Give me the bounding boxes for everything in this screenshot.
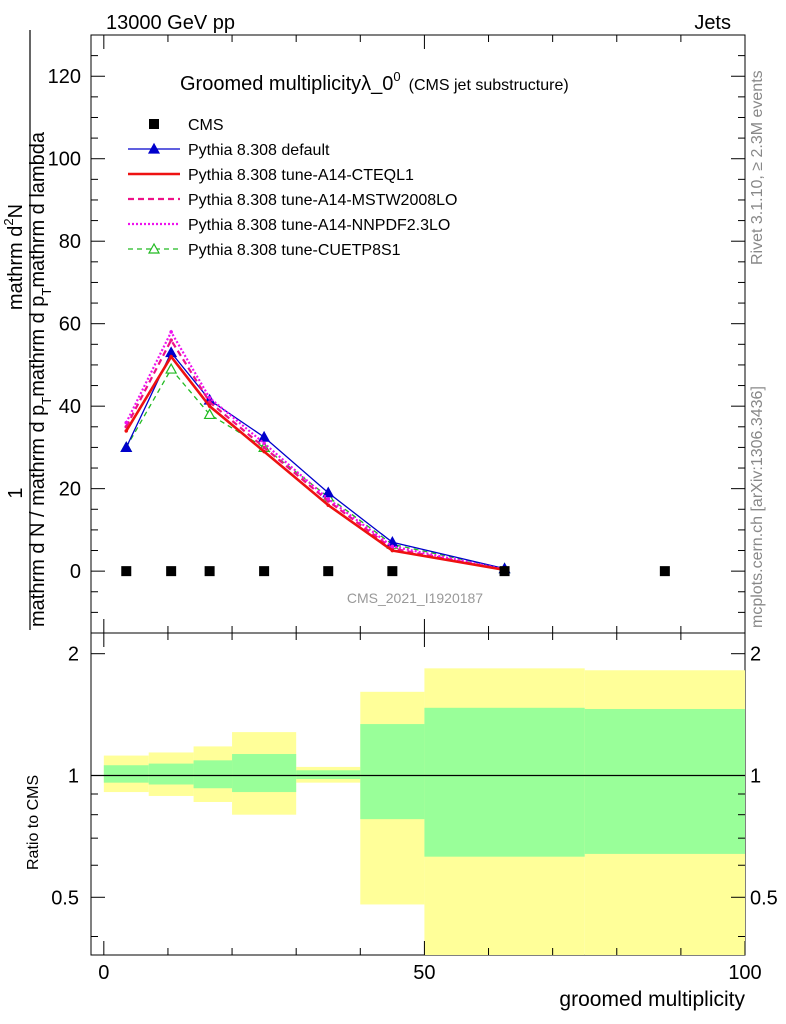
legend-label: Pythia 8.308 default <box>188 142 330 159</box>
header-energy-label: 13000 GeV pp <box>106 12 235 34</box>
series-line-0 <box>125 351 505 570</box>
series-marker-3 <box>169 330 173 334</box>
series-marker-0 <box>258 430 271 442</box>
plot-title: Groomed multiplicityλ_00(CMS jet substru… <box>180 69 569 95</box>
ratio-y-axis-label: Ratio to CMS <box>25 775 42 870</box>
ylabel-denominator: mathrm d N / mathrm d pTmathrm d pTmathr… <box>27 131 54 627</box>
legend-label: CMS <box>188 117 224 134</box>
x-tick-label: 50 <box>413 962 435 984</box>
x-tick-label: 100 <box>728 962 761 984</box>
cms-data-point <box>659 566 670 577</box>
ylabel-numerator-one: 1 <box>5 487 27 498</box>
series-line-4 <box>125 367 505 570</box>
legend-marker-1 <box>147 142 161 154</box>
series-marker-3 <box>207 396 212 400</box>
series-marker-1 <box>124 429 129 433</box>
series-marker-0 <box>120 441 133 453</box>
cms-data-point <box>121 566 132 577</box>
axis-ticks <box>91 34 746 955</box>
y-tick-label: 20 <box>59 479 81 501</box>
cms-data-points <box>121 566 670 577</box>
ratio-band-inner <box>296 770 361 780</box>
ratio-band-inner <box>360 724 425 820</box>
ratio-band-inner <box>148 763 194 785</box>
legend-marker-5 <box>147 242 161 254</box>
ratio-bands <box>91 668 745 955</box>
series-marker-3 <box>390 544 395 549</box>
header-process-label: Jets <box>694 12 731 34</box>
cms-data-point <box>499 566 510 577</box>
legend-label: Pythia 8.308 tune-A14-CTEQL1 <box>188 167 414 184</box>
cms-data-point <box>259 566 270 577</box>
x-axis-label: groomed multiplicity <box>559 988 745 1011</box>
series-line-2 <box>125 337 505 571</box>
y-tick-label: 0 <box>70 561 81 583</box>
analysis-watermark: CMS_2021_I1920187 <box>347 590 483 606</box>
ylabel-numerator-d2n: mathrm d2N <box>1 204 27 310</box>
series-marker-2 <box>169 338 173 342</box>
series-marker-3 <box>262 441 266 446</box>
ratio-y-tick-label-right: 1 <box>750 765 761 787</box>
legend: CMS Pythia 8.308 default Pythia 8.308 tune… <box>128 117 457 259</box>
cms-data-point <box>323 566 334 577</box>
y-tick-label: 40 <box>59 396 81 418</box>
series-marker-2 <box>262 445 266 450</box>
ratio-band-inner <box>103 765 149 783</box>
mc-series-lines <box>120 329 511 574</box>
cms-data-point <box>204 566 215 577</box>
mcplots-credit-label: mcplots.cern.ch [arXiv:1306.3436] <box>749 386 766 628</box>
ratio-y-tick-label: 1 <box>68 765 79 787</box>
ratio-band-inner <box>232 754 297 793</box>
series-marker-1 <box>262 449 266 454</box>
series-marker-0 <box>322 486 335 498</box>
y-tick-label: 100 <box>48 149 81 171</box>
series-marker-1 <box>390 548 395 553</box>
y-tick-label: 120 <box>48 66 81 88</box>
ratio-y-tick-label-right: 2 <box>750 644 761 666</box>
series-marker-1 <box>207 404 212 408</box>
cms-data-point <box>166 566 177 577</box>
series-marker-3 <box>326 497 331 501</box>
top-y-axis-label: 1 mathrm d2N mathrm d N / mathrm d pTmat… <box>1 30 54 630</box>
legend-marker-cms <box>149 119 159 129</box>
ratio-band-inner <box>424 707 585 857</box>
series-marker-4 <box>203 408 216 420</box>
y-tick-label: 80 <box>59 231 81 253</box>
series-marker-4 <box>165 362 178 374</box>
series-marker-3 <box>124 420 129 425</box>
series-marker-1 <box>326 503 331 507</box>
ratio-y-tick-label-right: 0.5 <box>750 887 778 909</box>
cms-data-point <box>387 566 398 577</box>
x-tick-label: 0 <box>98 962 109 984</box>
series-line-1 <box>125 354 505 572</box>
rivet-version-label: Rivet 3.1.10, ≥ 2.3M events <box>749 70 766 265</box>
ratio-y-tick-label: 0.5 <box>51 887 79 909</box>
y-tick-label: 60 <box>59 314 81 336</box>
ratio-y-tick-label: 2 <box>68 644 79 666</box>
legend-label: Pythia 8.308 tune-CUETP8S1 <box>188 242 401 259</box>
ratio-band-inner <box>584 708 745 854</box>
legend-label: Pythia 8.308 tune-A14-MSTW2008LO <box>188 192 457 209</box>
ratio-band-inner <box>193 760 233 789</box>
series-marker-1 <box>169 354 173 359</box>
legend-label: Pythia 8.308 tune-A14-NNPDF2.3LO <box>188 217 450 234</box>
